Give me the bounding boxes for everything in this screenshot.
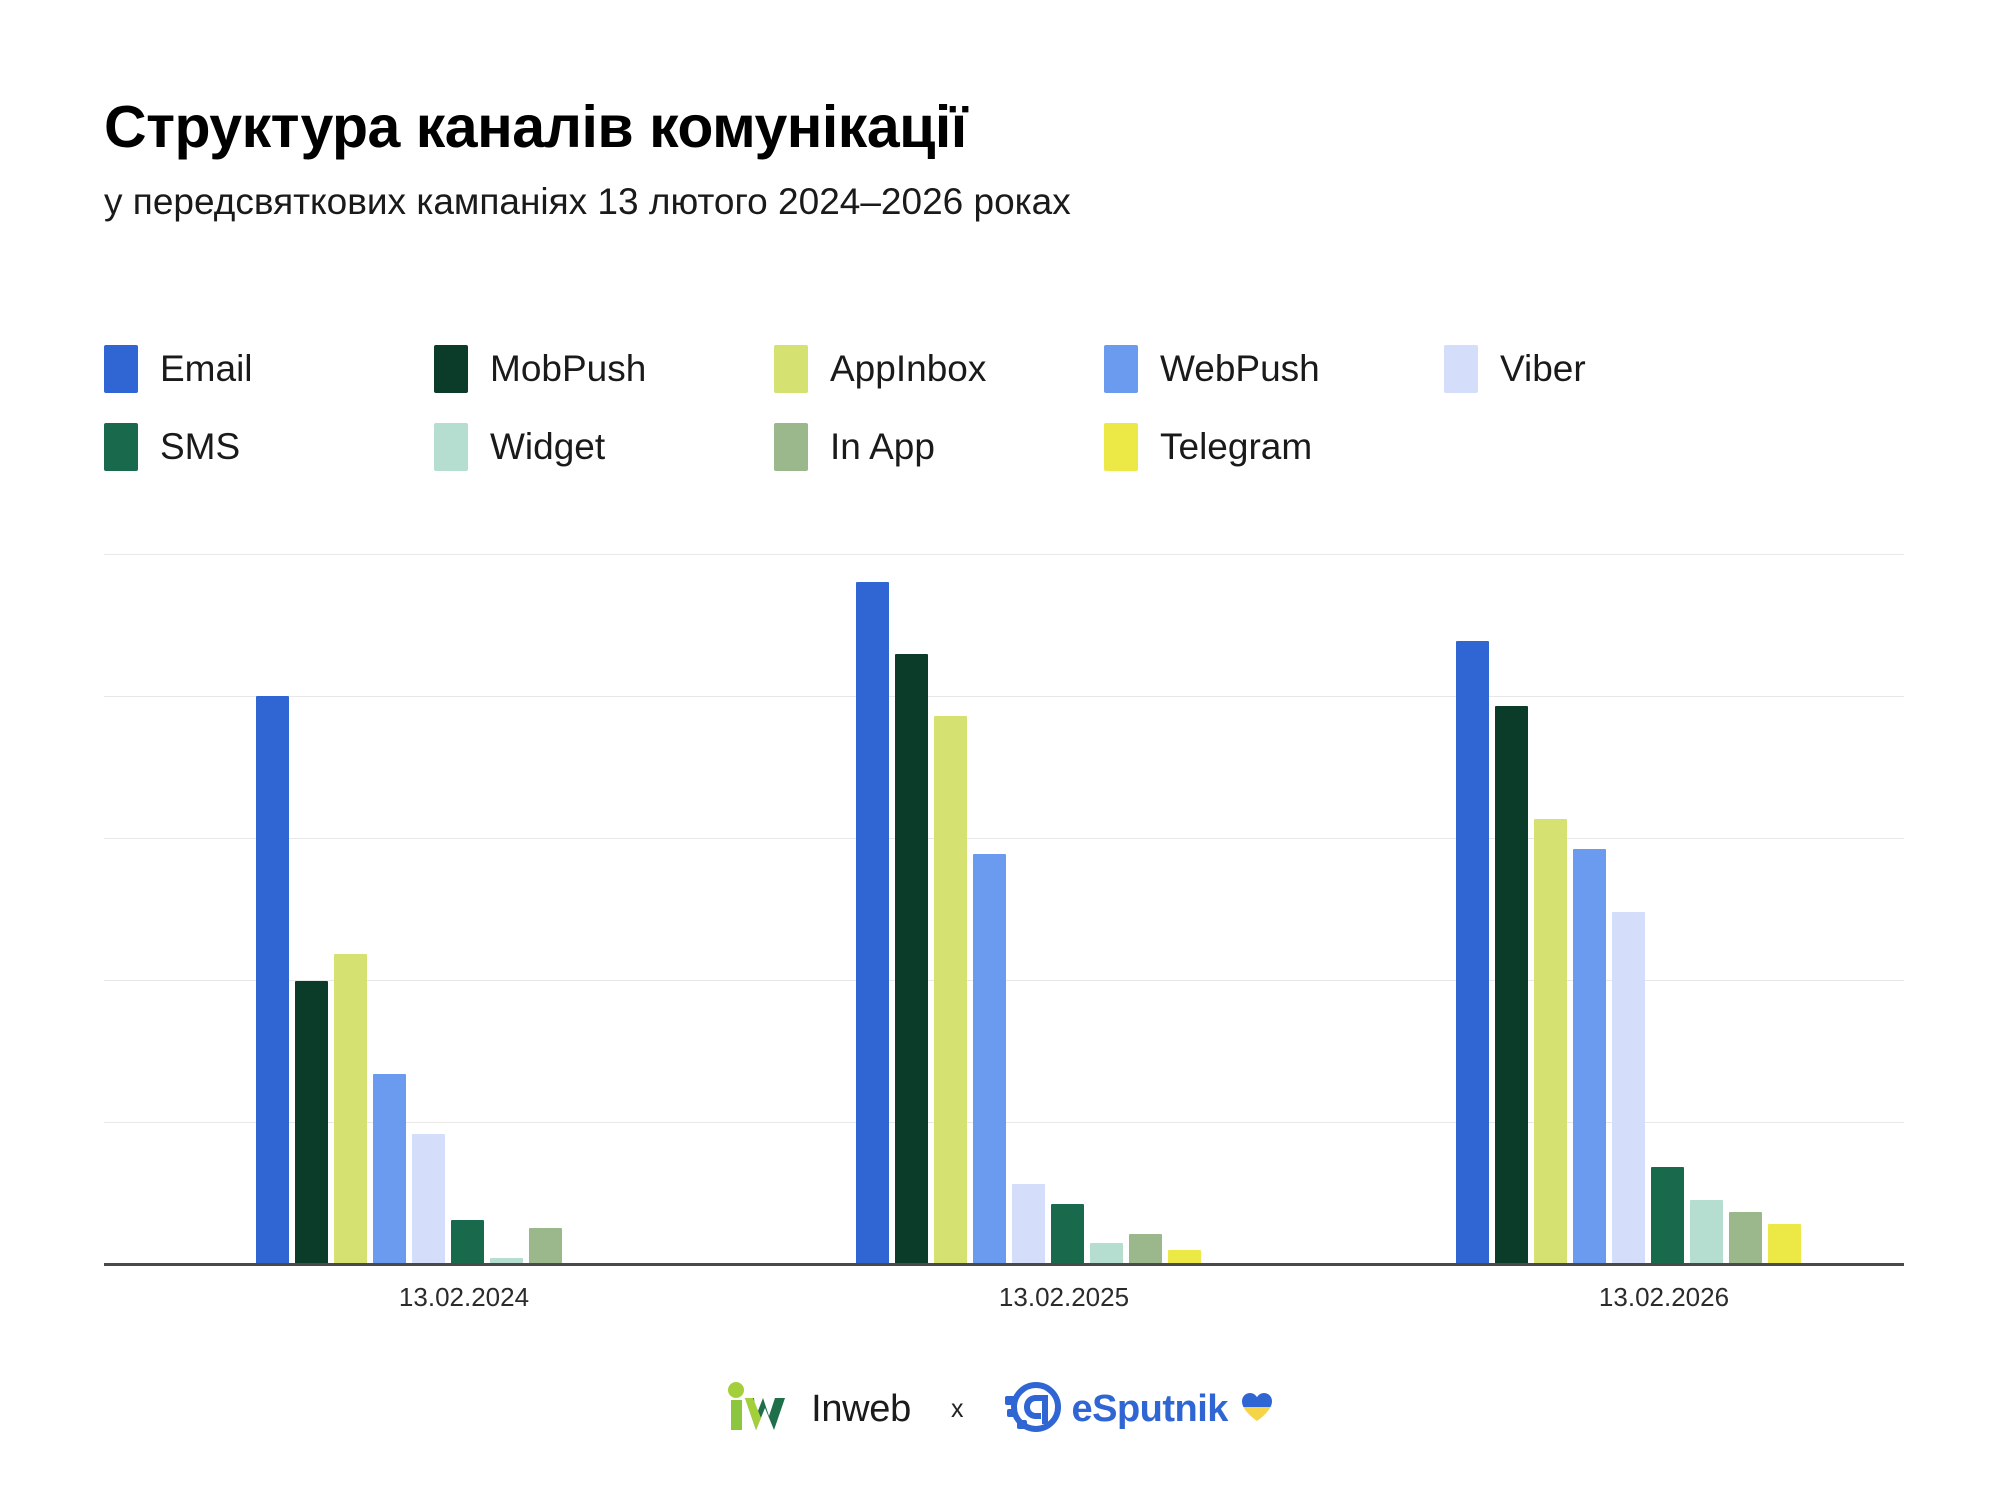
- bar-appinbox[interactable]: [334, 953, 367, 1264]
- bar-telegram[interactable]: [1168, 1249, 1201, 1264]
- brand-separator: x: [950, 1395, 964, 1423]
- legend-item-appinbox[interactable]: AppInbox: [774, 345, 1104, 393]
- x-axis-label: 13.02.2025: [704, 1282, 1304, 1313]
- x-axis-label: 13.02.2024: [104, 1282, 704, 1313]
- bar-sms[interactable]: [1651, 1166, 1684, 1264]
- bars-container: [1304, 554, 1801, 1264]
- legend-label: In App: [830, 426, 935, 467]
- bar-in-app[interactable]: [529, 1227, 562, 1264]
- chart-legend: Email MobPush AppInbox WebPush Viber SMS Widge…: [104, 330, 1604, 486]
- legend-label: Telegram: [1160, 426, 1313, 467]
- bar-webpush[interactable]: [373, 1073, 406, 1264]
- inweb-logo-icon: [725, 1380, 803, 1439]
- x-axis-line: [104, 1263, 1904, 1266]
- bar-widget[interactable]: [1090, 1242, 1123, 1264]
- legend-swatch-icon: [774, 345, 808, 393]
- legend-label: Email: [160, 348, 253, 389]
- plot-area: [104, 554, 1904, 1266]
- legend-swatch-icon: [434, 345, 468, 393]
- bars-container: [104, 554, 601, 1264]
- legend-label: Widget: [490, 426, 606, 467]
- legend-swatch-icon: [1104, 423, 1138, 471]
- bar-email[interactable]: [1456, 640, 1489, 1264]
- bars-container: [704, 554, 1201, 1264]
- bar-webpush[interactable]: [973, 854, 1006, 1264]
- bar-widget[interactable]: [490, 1258, 523, 1264]
- inweb-brand: Inweb: [725, 1380, 911, 1439]
- bar-group: [1304, 554, 1904, 1264]
- bar-viber[interactable]: [1012, 1183, 1045, 1264]
- legend-item-widget[interactable]: Widget: [434, 423, 774, 471]
- legend-swatch-icon: [774, 423, 808, 471]
- bar-email[interactable]: [256, 696, 289, 1264]
- footer-brands: Inweb x eSputnik: [0, 1378, 1999, 1441]
- bar-mobpush[interactable]: [895, 654, 928, 1264]
- legend-label: Viber: [1500, 348, 1586, 389]
- legend-item-sms[interactable]: SMS: [104, 423, 434, 471]
- legend-swatch-icon: [104, 423, 138, 471]
- bar-group: [704, 554, 1304, 1264]
- ukraine-heart-icon: [1240, 1391, 1274, 1428]
- bar-sms[interactable]: [451, 1219, 484, 1264]
- legend-label: SMS: [160, 426, 241, 467]
- legend-swatch-icon: [434, 423, 468, 471]
- esputnik-brand: eSputnik: [1003, 1378, 1273, 1441]
- bar-mobpush[interactable]: [1495, 705, 1528, 1264]
- x-axis-label: 13.02.2026: [1304, 1282, 1904, 1313]
- page-title: Структура каналів комунікації: [104, 94, 967, 160]
- legend-item-telegram[interactable]: Telegram: [1104, 423, 1444, 471]
- legend-label: AppInbox: [830, 348, 987, 389]
- legend-item-webpush[interactable]: WebPush: [1104, 345, 1444, 393]
- inweb-name: Inweb: [811, 1388, 911, 1430]
- x-axis-label-text: 13.02.2025: [998, 1282, 1130, 1312]
- x-axis-label-text: 13.02.2026: [1598, 1282, 1730, 1312]
- legend-item-in-app[interactable]: In App: [774, 423, 1104, 471]
- legend-label: WebPush: [1160, 348, 1320, 389]
- x-axis-label-text: 13.02.2024: [398, 1282, 530, 1312]
- bar-group: [104, 554, 704, 1264]
- bar-appinbox[interactable]: [1534, 818, 1567, 1264]
- esputnik-logo-icon: [1003, 1378, 1063, 1441]
- bar-in-app[interactable]: [1129, 1234, 1162, 1264]
- bar-groups: [104, 554, 1904, 1264]
- bar-widget[interactable]: [1690, 1200, 1723, 1264]
- legend-item-viber[interactable]: Viber: [1444, 345, 1664, 393]
- x-axis-labels: 13.02.2024 13.02.2025 13.02.2026: [104, 1282, 1904, 1313]
- bar-email[interactable]: [856, 582, 889, 1264]
- bar-in-app[interactable]: [1729, 1212, 1762, 1264]
- bar-sms[interactable]: [1051, 1203, 1084, 1264]
- bar-webpush[interactable]: [1573, 848, 1606, 1264]
- legend-label: MobPush: [490, 348, 647, 389]
- bar-appinbox[interactable]: [934, 715, 967, 1264]
- legend-swatch-icon: [1444, 345, 1478, 393]
- bar-mobpush[interactable]: [295, 980, 328, 1264]
- bar-viber[interactable]: [1612, 911, 1645, 1264]
- chart-header: Структура каналів комунікації у передсвя…: [104, 94, 1804, 224]
- legend-swatch-icon: [1104, 345, 1138, 393]
- bar-telegram[interactable]: [1768, 1224, 1801, 1264]
- legend-item-email[interactable]: Email: [104, 345, 434, 393]
- legend-swatch-icon: [104, 345, 138, 393]
- esputnik-name: eSputnik: [1071, 1388, 1228, 1430]
- bar-viber[interactable]: [412, 1134, 445, 1264]
- page-subtitle: у передсвяткових кампаніях 13 лютого 202…: [104, 180, 1071, 222]
- legend-item-mobpush[interactable]: MobPush: [434, 345, 774, 393]
